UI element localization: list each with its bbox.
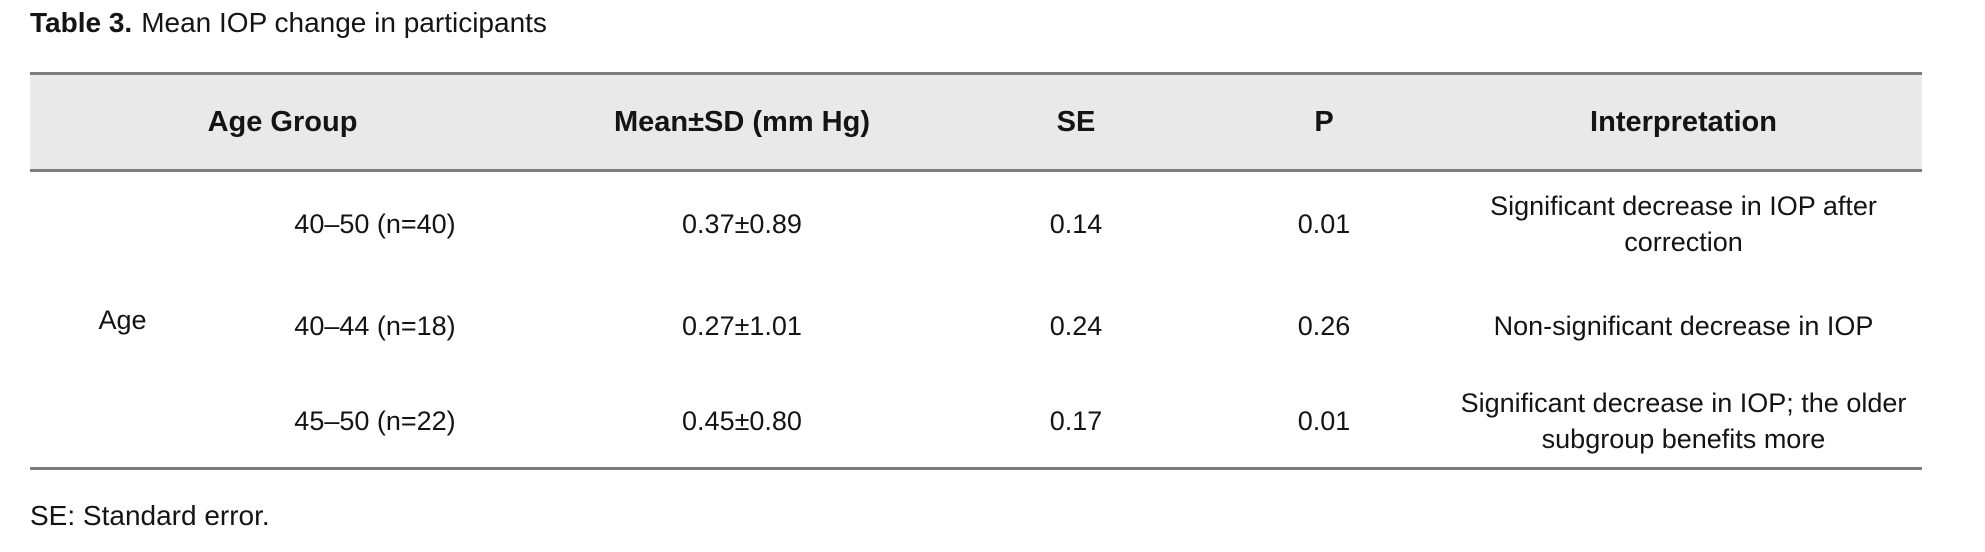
table-caption-label: Table 3.	[30, 7, 133, 38]
table-caption-text: Mean IOP change in participants	[141, 7, 547, 38]
footnote: SE: Standard error.	[30, 500, 270, 531]
table-row: Age 40–50 (n=40) 0.37±0.89 0.14 0.01 Sig…	[30, 171, 1922, 334]
cell-interpretation: Non-significant decrease in IOP	[1493, 310, 1874, 341]
cell-mean-sd: 0.27±1.01	[682, 310, 802, 341]
header-row: Age Group Mean±SD (mm Hg) SE P Interpret…	[30, 72, 1922, 172]
cell-p: 0.01	[1297, 209, 1351, 240]
column-header-interpretation: Interpretation	[1445, 72, 1922, 172]
cell-p: 0.01	[1297, 405, 1351, 436]
column-header-age-group: Age Group	[30, 72, 535, 172]
cell-se: 0.17	[1049, 405, 1103, 436]
table-row: 40–44 (n=18) 0.27±1.01 0.24 0.26 Non-sig…	[30, 277, 1922, 375]
cell-interpretation: Significant decrease in IOP after correc…	[1490, 191, 1877, 258]
cell-se: 0.14	[1049, 209, 1103, 240]
cell-age-subgroup: 40–50 (n=40)	[294, 209, 456, 240]
cell-mean-sd: 0.45±0.80	[682, 405, 802, 436]
column-header-mean-sd: Mean±SD (mm Hg)	[535, 72, 949, 172]
column-header-se: SE	[949, 72, 1203, 172]
cell-mean-sd: 0.37±0.89	[682, 209, 802, 240]
iop-change-table: Age Group Mean±SD (mm Hg) SE P Interpret…	[30, 72, 1922, 470]
row-group-label-age: Age	[98, 304, 147, 335]
column-header-p: P	[1203, 72, 1445, 172]
table-caption: Table 3. Mean IOP change in participants	[30, 3, 547, 43]
cell-p: 0.26	[1297, 310, 1351, 341]
cell-se: 0.24	[1049, 310, 1103, 341]
cell-age-subgroup: 45–50 (n=22)	[294, 405, 456, 436]
cell-interpretation: Significant decrease in IOP; the older s…	[1460, 387, 1907, 454]
table-row: 45–50 (n=22) 0.45±0.80 0.17 0.01 Signifi…	[30, 375, 1922, 469]
cell-age-subgroup: 40–44 (n=18)	[294, 310, 456, 341]
